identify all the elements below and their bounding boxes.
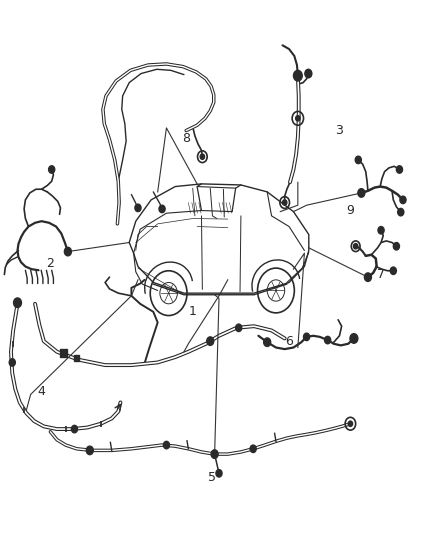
- Circle shape: [358, 189, 365, 197]
- Circle shape: [86, 446, 93, 455]
- Circle shape: [236, 324, 242, 332]
- Circle shape: [396, 166, 403, 173]
- Circle shape: [350, 334, 358, 343]
- Circle shape: [283, 200, 287, 205]
- Text: 3: 3: [336, 124, 343, 137]
- Circle shape: [293, 70, 302, 81]
- Circle shape: [207, 337, 214, 345]
- Text: 4: 4: [38, 385, 46, 398]
- Circle shape: [304, 333, 310, 341]
- Circle shape: [393, 243, 399, 250]
- Text: 5: 5: [208, 471, 216, 483]
- Circle shape: [14, 298, 21, 308]
- Circle shape: [348, 421, 353, 426]
- Circle shape: [135, 204, 141, 212]
- Circle shape: [355, 156, 361, 164]
- Circle shape: [264, 338, 271, 346]
- Text: 6: 6: [285, 335, 293, 348]
- Text: 7: 7: [377, 268, 385, 281]
- Bar: [60, 349, 67, 357]
- Text: 9: 9: [346, 204, 354, 217]
- Circle shape: [49, 166, 55, 173]
- Text: 8: 8: [182, 132, 190, 145]
- Circle shape: [400, 196, 406, 204]
- Circle shape: [64, 247, 71, 256]
- Circle shape: [211, 450, 218, 458]
- Circle shape: [159, 205, 165, 213]
- Circle shape: [163, 441, 170, 449]
- Circle shape: [250, 445, 256, 453]
- Circle shape: [390, 267, 396, 274]
- Circle shape: [216, 470, 222, 477]
- Bar: [74, 355, 79, 361]
- Circle shape: [353, 244, 358, 249]
- Circle shape: [364, 273, 371, 281]
- Circle shape: [378, 227, 384, 234]
- Text: 2: 2: [46, 257, 54, 270]
- Circle shape: [296, 116, 300, 121]
- Circle shape: [200, 154, 205, 159]
- Circle shape: [9, 359, 15, 366]
- Circle shape: [71, 425, 78, 433]
- Circle shape: [305, 69, 312, 78]
- Circle shape: [325, 336, 331, 344]
- Circle shape: [398, 208, 404, 216]
- Text: 1: 1: [189, 305, 197, 318]
